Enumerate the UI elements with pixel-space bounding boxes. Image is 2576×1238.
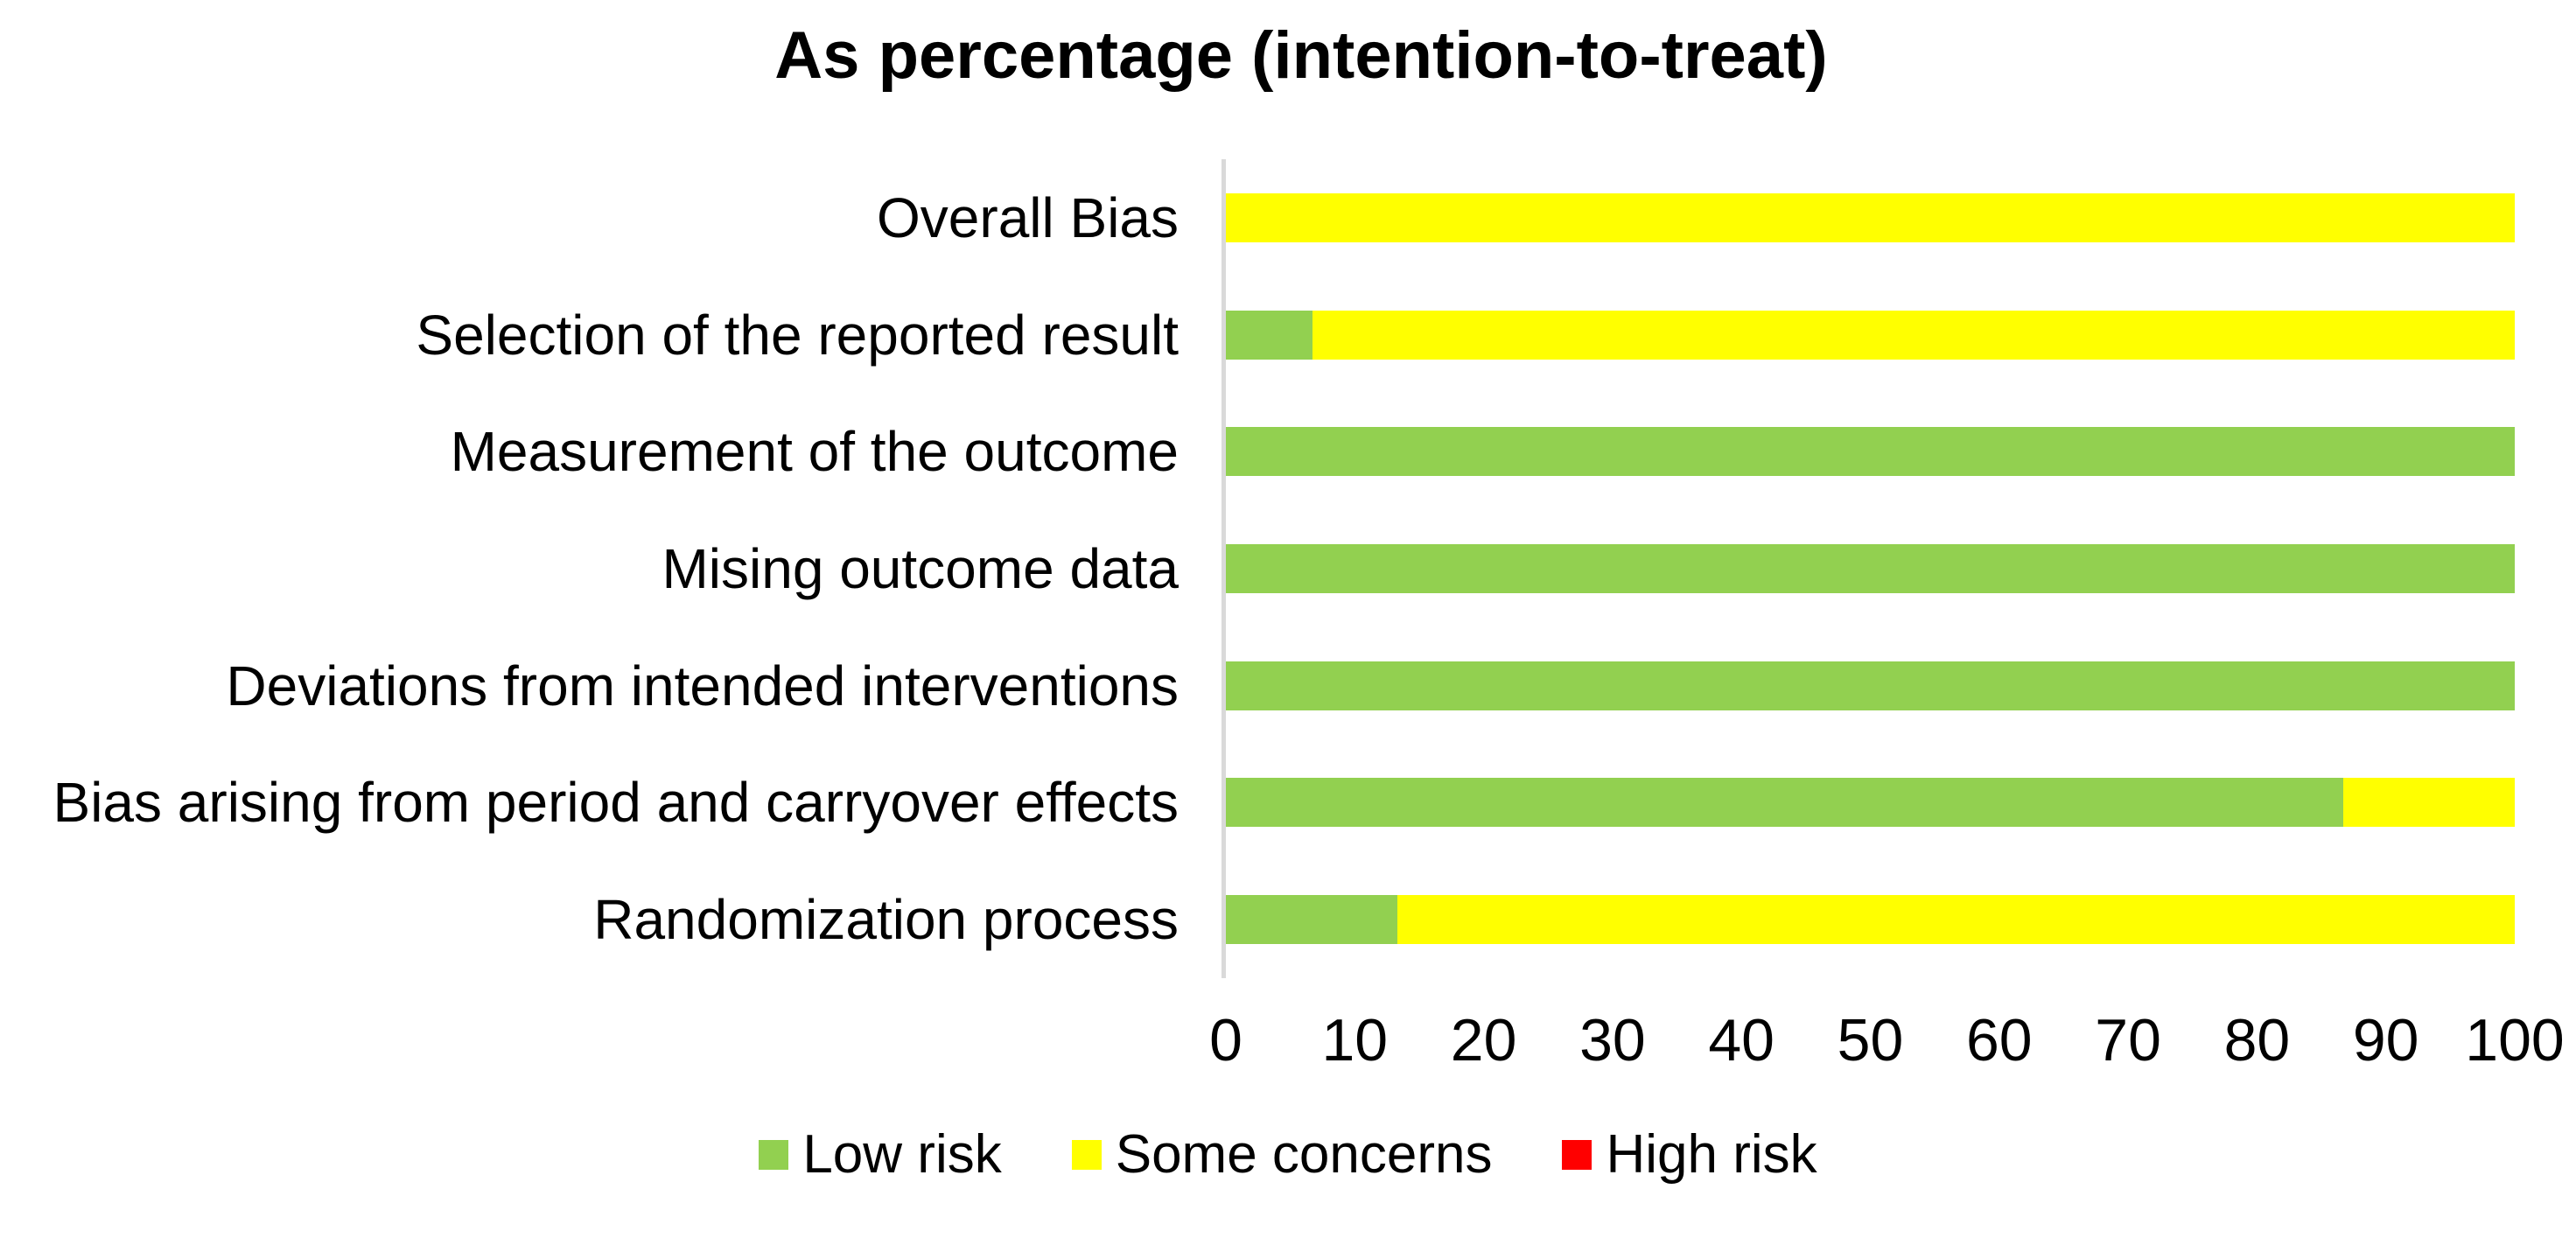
x-tick-label: 80 xyxy=(2223,1007,2291,1074)
chart-row: Measurement of the outcome xyxy=(0,393,2576,510)
legend-item-low-risk: Low risk xyxy=(759,1123,1002,1186)
chart-row: Bias arising from period and carryover e… xyxy=(0,744,2576,861)
category-label: Bias arising from period and carryover e… xyxy=(52,771,1180,835)
legend-label: Low risk xyxy=(802,1124,1002,1185)
bar-segment-low-risk xyxy=(1226,543,2515,593)
y-axis-line xyxy=(1222,159,1226,978)
category-label: Randomization process xyxy=(593,887,1179,951)
x-tick-label: 0 xyxy=(1209,1007,1242,1074)
legend-swatch-high-risk xyxy=(1562,1139,1592,1170)
category-label: Overall Bias xyxy=(877,185,1179,249)
bar-track xyxy=(1226,543,2515,593)
x-tick-label: 40 xyxy=(1708,1007,1775,1074)
bar-segment-low-risk xyxy=(1226,310,1312,360)
category-label: Deviations from intended interventions xyxy=(226,654,1179,717)
legend: Low risk Some concerns High risk xyxy=(0,1123,2576,1186)
bar-chart-rows: Overall Bias Selection of the reported re… xyxy=(0,159,2576,978)
x-tick-label: 100 xyxy=(2465,1007,2565,1074)
bar-segment-low-risk xyxy=(1226,894,1397,944)
legend-swatch-some-concerns xyxy=(1071,1139,1102,1170)
category-label: Measurement of the outcome xyxy=(450,420,1179,484)
chart-row: Randomization process xyxy=(0,861,2576,978)
category-label: Mising outcome data xyxy=(662,536,1179,600)
legend-label: Some concerns xyxy=(1115,1124,1493,1185)
legend-item-some-concerns: Some concerns xyxy=(1071,1123,1493,1186)
bar-segment-some-concerns xyxy=(1226,192,2515,242)
chart-row: Overall Bias xyxy=(0,159,2576,276)
chart-row: Deviations from intended interventions xyxy=(0,627,2576,745)
category-label: Selection of the reported result xyxy=(416,303,1179,367)
bar-segment-low-risk xyxy=(1226,661,2515,710)
bar-track xyxy=(1226,427,2515,477)
bar-track xyxy=(1226,894,2515,944)
bar-segment-some-concerns xyxy=(1396,894,2515,944)
x-tick-label: 50 xyxy=(1837,1007,1904,1074)
legend-label: High risk xyxy=(1606,1124,1817,1185)
x-tick-label: 70 xyxy=(2095,1007,2161,1074)
chart-title: As percentage (intention-to-treat) xyxy=(774,18,1828,93)
bar-segment-some-concerns xyxy=(1312,310,2515,360)
bar-segment-low-risk xyxy=(1226,427,2515,477)
legend-swatch-low-risk xyxy=(759,1139,789,1170)
x-tick-label: 30 xyxy=(1579,1007,1646,1074)
chart-row: Mising outcome data xyxy=(0,510,2576,627)
x-tick-label: 90 xyxy=(2352,1007,2419,1074)
bar-segment-low-risk xyxy=(1226,778,2344,828)
x-tick-label: 10 xyxy=(1321,1007,1389,1074)
chart-row: Selection of the reported result xyxy=(0,276,2576,394)
bar-track xyxy=(1226,192,2515,242)
bar-track xyxy=(1226,310,2515,360)
x-tick-label: 60 xyxy=(1965,1007,2033,1074)
x-axis-tick-labels: 0 10 20 30 40 50 60 70 80 90 100 xyxy=(1209,1007,2565,1087)
legend-item-high-risk: High risk xyxy=(1562,1123,1817,1186)
x-tick-label: 20 xyxy=(1450,1007,1517,1074)
bar-track xyxy=(1226,778,2515,828)
bar-segment-some-concerns xyxy=(2343,778,2515,828)
bar-track xyxy=(1226,661,2515,710)
